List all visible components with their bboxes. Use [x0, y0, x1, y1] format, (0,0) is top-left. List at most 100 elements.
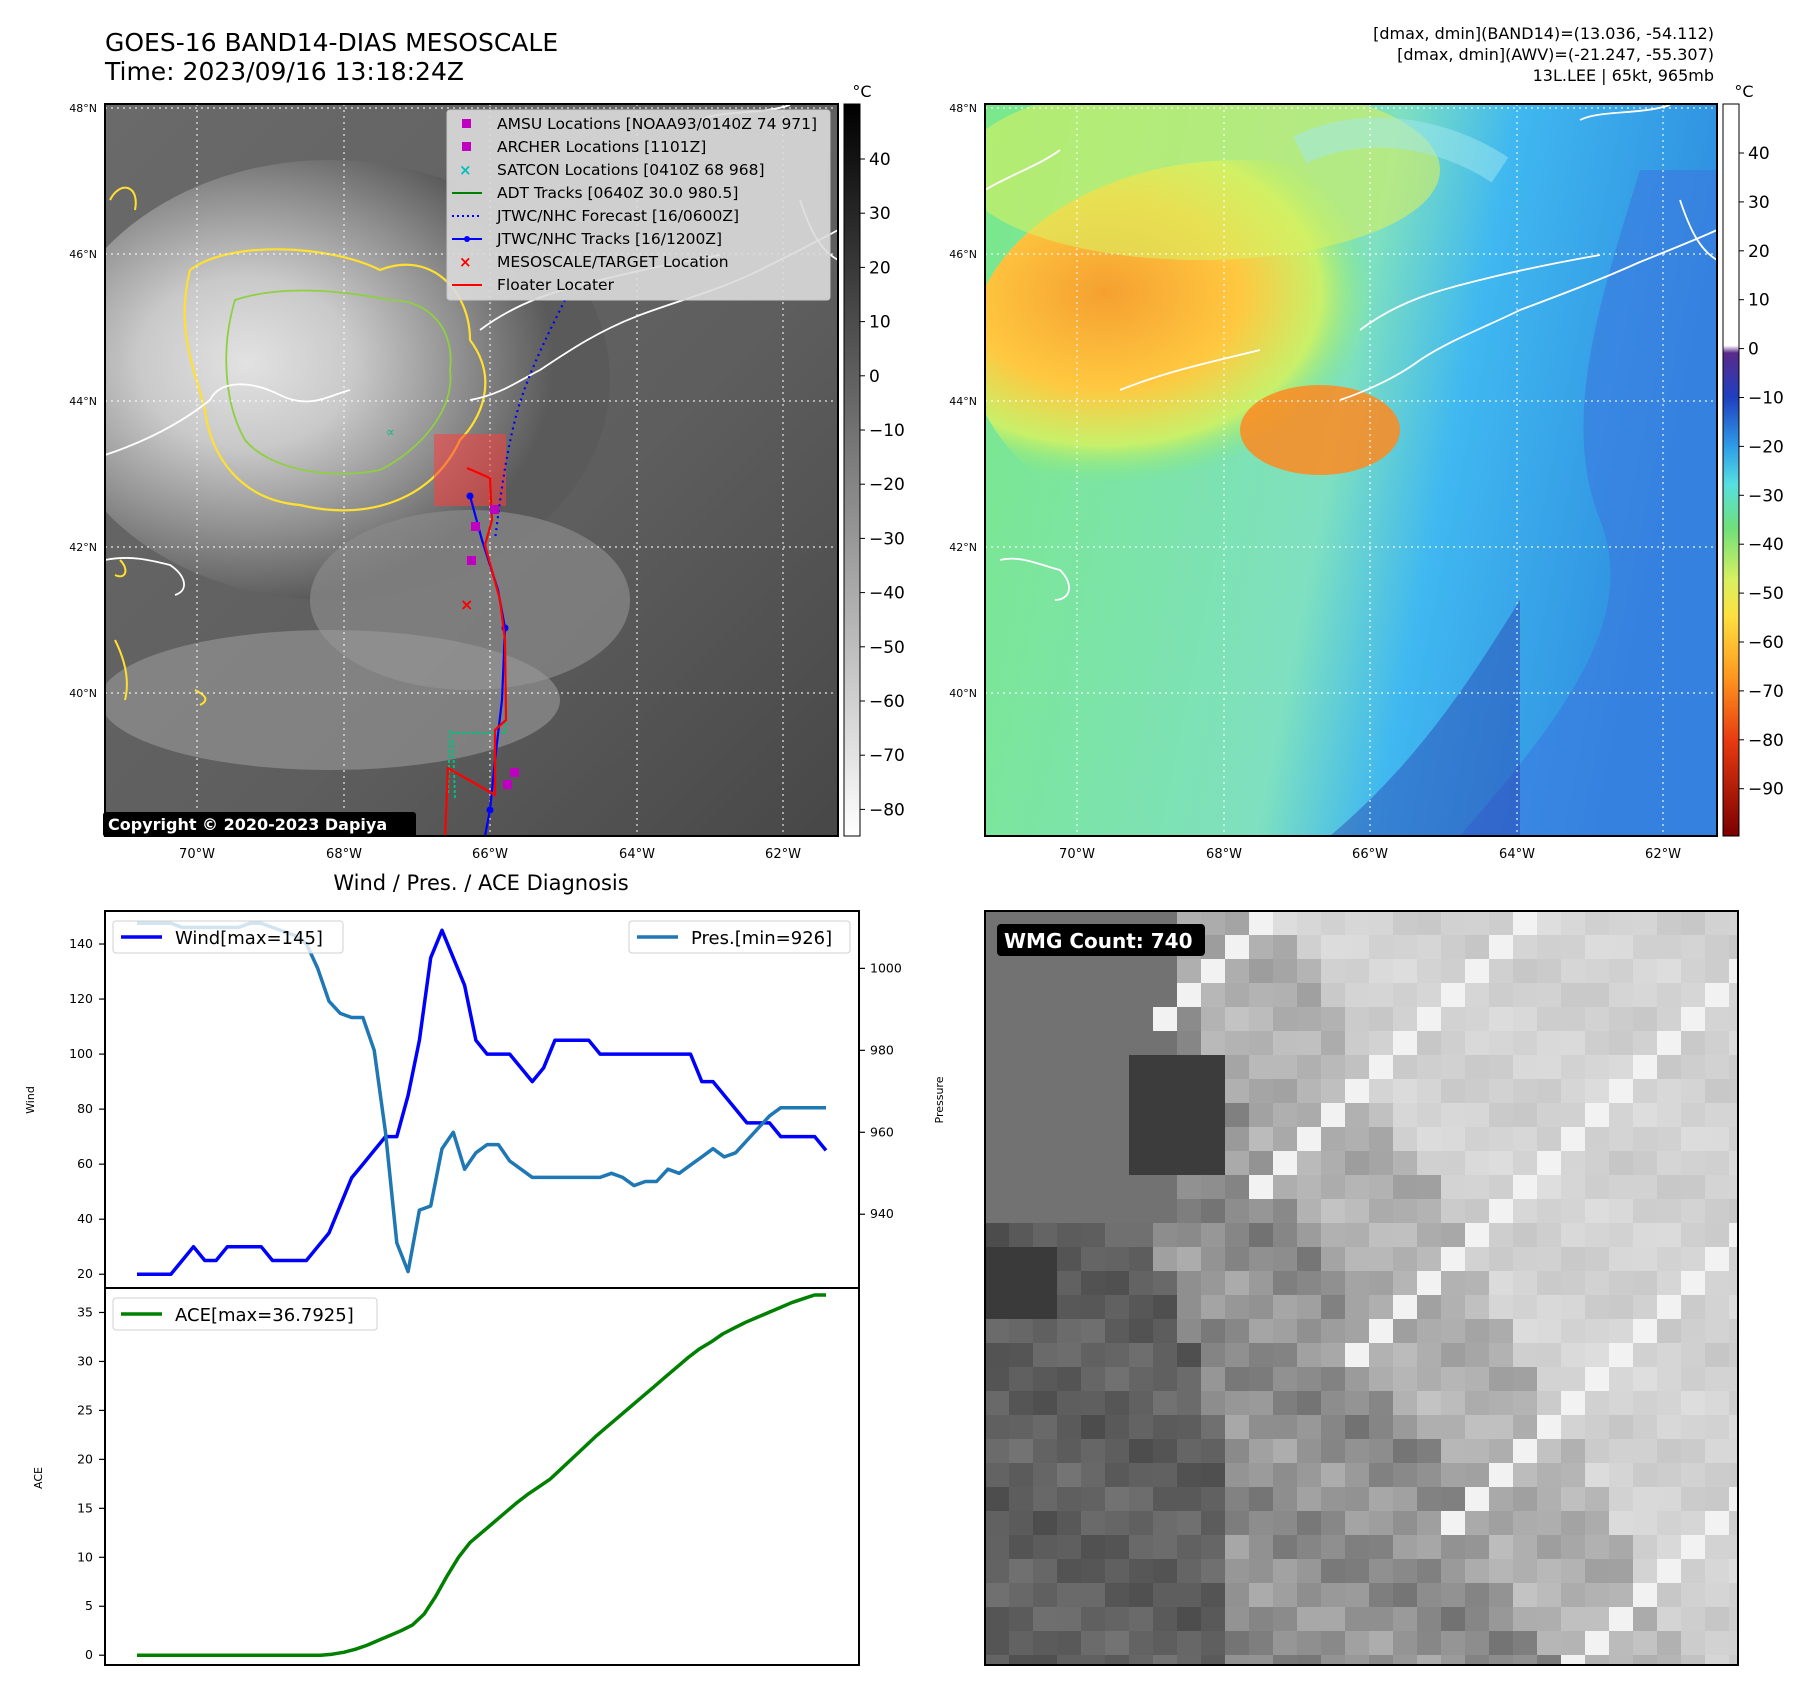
wmg-cell [1153, 1223, 1177, 1247]
wmg-cell [1657, 1247, 1681, 1271]
wmg-cell [1249, 935, 1273, 959]
wmg-cell [1297, 1031, 1321, 1055]
wmg-cell [1129, 1343, 1153, 1367]
wmg-cell [1177, 1151, 1201, 1175]
wmg-cell [1609, 935, 1633, 959]
wmg-cell [1585, 1463, 1609, 1487]
wmg-cell [1705, 1127, 1729, 1151]
wmg-cell [1633, 1031, 1657, 1055]
wmg-cell [1657, 1007, 1681, 1031]
wmg-cell [1321, 1631, 1345, 1655]
wmg-cell [1633, 1511, 1657, 1535]
wmg-cell [1225, 1583, 1249, 1607]
wmg-cell [1321, 1103, 1345, 1127]
wmg-cell [1657, 959, 1681, 983]
wmg-cell [1705, 1295, 1729, 1319]
wmg-cell [1393, 1391, 1417, 1415]
wmg-cell [1321, 1391, 1345, 1415]
wmg-cell [1681, 1631, 1705, 1655]
wmg-cell [1513, 1511, 1537, 1535]
wmg-cell [1201, 983, 1225, 1007]
wmg-cell [1177, 1175, 1201, 1199]
wmg-cell [1441, 1343, 1465, 1367]
wmg-cell [1105, 1223, 1129, 1247]
wv-colorbar: °C 40 30 20 10 0 −10 −20 −30 −40 −50 −60 −70 −80 −90 [1722, 82, 1784, 837]
wmg-cell [1417, 1607, 1441, 1631]
wmg-cell [1729, 1631, 1738, 1655]
y-tick-label: 25 [77, 1402, 93, 1417]
wmg-cell [1105, 959, 1129, 983]
wmg-cell [1081, 1175, 1105, 1199]
wmg-cell [1369, 1295, 1393, 1319]
wmg-cell [1561, 1391, 1585, 1415]
wmg-cell [1417, 1463, 1441, 1487]
wmg-cell [1729, 1295, 1738, 1319]
legend-label: MESOSCALE/TARGET Location [497, 253, 729, 271]
wmg-cell [1633, 1079, 1657, 1103]
colorbar-tick-label: −60 [1748, 633, 1784, 653]
wmg-cell [1129, 1367, 1153, 1391]
wmg-cell [1657, 1463, 1681, 1487]
wmg-cell [1201, 1103, 1225, 1127]
wmg-cell [1537, 1559, 1561, 1583]
wmg-cell [1561, 959, 1585, 983]
wmg-cell [1033, 1391, 1057, 1415]
wmg-cell [1129, 1151, 1153, 1175]
wmg-cell [1153, 1055, 1177, 1079]
wmg-cell [1561, 911, 1585, 935]
wmg-cell [1681, 1511, 1705, 1535]
wmg-cell [1153, 1607, 1177, 1631]
ir-lat-label: 48°N [69, 102, 97, 115]
wmg-cell [1225, 1199, 1249, 1223]
wmg-cell [1273, 1247, 1297, 1271]
wmg-cell [1657, 1343, 1681, 1367]
wmg-cell [1177, 1271, 1201, 1295]
y-tick-label: 40 [77, 1211, 93, 1226]
wmg-cell [1345, 935, 1369, 959]
wmg-cell [1033, 1343, 1057, 1367]
wmg-cell [1393, 1319, 1417, 1343]
wmg-cell [1297, 1463, 1321, 1487]
wmg-cell [1489, 1103, 1513, 1127]
wmg-cell [1033, 1271, 1057, 1295]
wmg-cell [1585, 959, 1609, 983]
wmg-cell [1513, 1631, 1537, 1655]
wmg-cell [1417, 1199, 1441, 1223]
wmg-cell [1321, 1079, 1345, 1103]
wmg-cell [1273, 1367, 1297, 1391]
wmg-cell [1657, 1175, 1681, 1199]
wmg-cell [1009, 1487, 1033, 1511]
wmg-cell [1465, 1319, 1489, 1343]
wmg-cell [1225, 1247, 1249, 1271]
wmg-cell [1633, 1391, 1657, 1415]
wmg-cell [1609, 1415, 1633, 1439]
wmg-cell [1657, 1199, 1681, 1223]
wmg-cell [1441, 1247, 1465, 1271]
wmg-cell [1225, 1535, 1249, 1559]
wmg-cell [1681, 1175, 1705, 1199]
wmg-cell [1417, 1247, 1441, 1271]
wmg-cell [1153, 1559, 1177, 1583]
wmg-cell [1321, 959, 1345, 983]
wmg-cell [1345, 1007, 1369, 1031]
y-tick-label: 10 [77, 1549, 93, 1564]
wmg-cell [1249, 1487, 1273, 1511]
wmg-cell [1537, 959, 1561, 983]
wmg-cell [1177, 1199, 1201, 1223]
y-tick-label: 980 [870, 1042, 894, 1057]
wmg-cell [1177, 1463, 1201, 1487]
wmg-cell [1177, 1007, 1201, 1031]
wmg-cell [1633, 1199, 1657, 1223]
wmg-cell [1609, 1367, 1633, 1391]
wmg-cell [1465, 1079, 1489, 1103]
wmg-cell [1345, 983, 1369, 1007]
wmg-cell [1657, 1607, 1681, 1631]
wmg-cell [1153, 1463, 1177, 1487]
wmg-cell [1129, 1079, 1153, 1103]
wmg-cell [1441, 1151, 1465, 1175]
wmg-cell [1177, 1439, 1201, 1463]
wmg-cell [1537, 1607, 1561, 1631]
wmg-cell [1033, 1175, 1057, 1199]
wmg-cell [1633, 911, 1657, 935]
wmg-cell [1513, 1535, 1537, 1559]
